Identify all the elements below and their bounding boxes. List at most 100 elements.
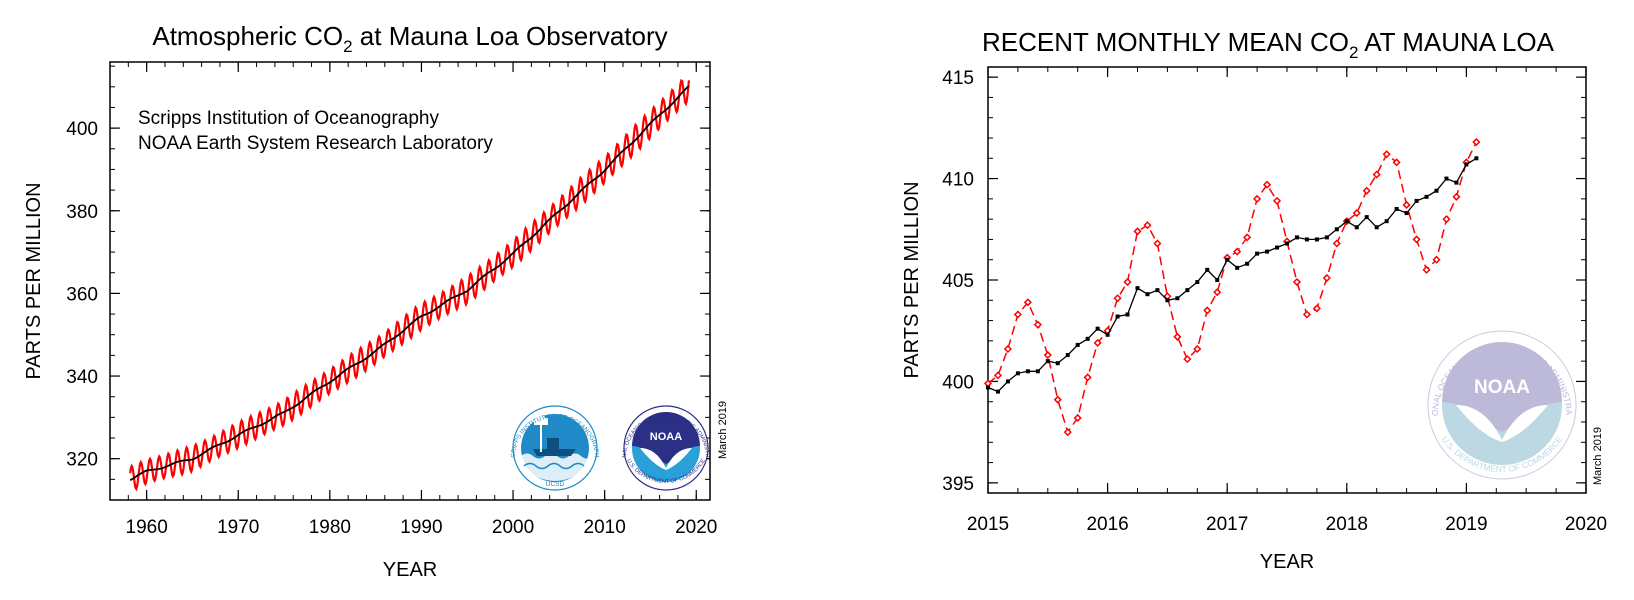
data-point-monthly	[993, 371, 1003, 380]
data-point-monthly	[1432, 255, 1441, 264]
data-point-trend	[1344, 219, 1349, 224]
data-point-monthly	[1292, 277, 1302, 287]
x-tick-label: 2017	[1206, 514, 1248, 535]
data-point-trend	[1115, 314, 1120, 319]
data-point-monthly	[1203, 306, 1212, 315]
data-point-monthly	[1272, 196, 1282, 205]
series-line-monthly	[987, 141, 1478, 434]
left-date-stamp: March 2019	[717, 401, 729, 459]
data-point-trend	[995, 389, 1000, 394]
data-point-trend	[986, 385, 990, 390]
data-point-monthly	[1233, 247, 1242, 256]
data-point-trend	[1205, 267, 1210, 272]
svg-text:SCRIPPS INSTITUTION OF OCEANOG: SCRIPPS INSTITUTION OF OCEANOGRAPHY	[0, 0, 600, 458]
data-point-monthly	[1213, 288, 1222, 297]
data-point-trend	[1065, 353, 1070, 358]
data-point-monthly	[1402, 200, 1411, 210]
source-line-1: Scripps Institution of Oceanography	[138, 108, 440, 129]
data-point-monthly	[1352, 208, 1361, 218]
data-point-monthly	[1063, 428, 1072, 437]
data-point-trend	[1125, 312, 1130, 317]
data-point-monthly	[1013, 310, 1022, 319]
data-point-trend	[1275, 245, 1280, 250]
data-point-monthly	[1173, 332, 1182, 341]
data-point-monthly	[1083, 373, 1092, 382]
data-point-monthly	[1392, 158, 1401, 167]
data-point-trend	[1414, 198, 1419, 203]
series-line-monthly	[129, 78, 690, 492]
data-point-trend	[1334, 227, 1339, 232]
data-point-monthly	[1302, 310, 1311, 319]
data-point-trend	[1255, 251, 1260, 256]
data-point-trend	[1314, 237, 1319, 242]
data-point-trend	[1304, 237, 1309, 242]
left-chart: Atmospheric CO2 at Mauna Loa Observatory…	[0, 0, 729, 581]
data-point-trend	[1235, 265, 1240, 270]
data-point-monthly	[1033, 320, 1042, 329]
y-tick-label: 410	[942, 170, 974, 191]
data-point-trend	[1474, 156, 1479, 161]
x-tick-label: 2020	[1565, 514, 1607, 535]
noaa-faded-wordmark: NOAA	[1474, 377, 1530, 398]
data-point-monthly	[1322, 273, 1331, 283]
data-point-trend	[1045, 359, 1050, 364]
scripps-ucsd-logo: SCRIPPS INSTITUTION OF OCEANOGRAPHY UCSD	[0, 0, 600, 491]
data-point-trend	[1434, 188, 1439, 193]
data-point-monthly	[1073, 413, 1082, 423]
data-point-trend	[1225, 257, 1230, 262]
data-point-trend	[1384, 219, 1389, 224]
data-point-monthly	[1093, 338, 1102, 347]
x-tick-label: 2016	[1086, 514, 1128, 535]
y-tick-label: 405	[942, 271, 974, 292]
left-x-axis-label: YEAR	[383, 559, 437, 581]
svg-text:NATIONAL OCEANIC AND ATMOSPHER: NATIONAL OCEANIC AND ATMOSPHERIC ADMINIS…	[0, 0, 710, 458]
data-point-trend	[1055, 361, 1060, 366]
data-point-monthly	[1193, 344, 1202, 354]
data-point-monthly	[1123, 277, 1132, 287]
x-tick-label: 1960	[126, 517, 168, 538]
data-point-monthly	[1003, 344, 1012, 354]
data-point-trend	[1165, 298, 1170, 303]
data-point-trend	[1364, 215, 1369, 220]
left-plot-area	[129, 78, 690, 492]
right-axis-ticks: 2015 2016 2017 2018 2019 2020 395 400 405 410 415	[942, 67, 1607, 535]
data-point-monthly	[1053, 395, 1062, 404]
data-point-monthly	[1043, 350, 1052, 360]
data-point-trend	[1324, 235, 1329, 240]
data-point-trend	[1085, 336, 1090, 341]
right-date-stamp: March 2019	[1592, 427, 1604, 485]
y-tick-label: 395	[942, 474, 974, 495]
x-tick-label: 1980	[309, 517, 351, 538]
y-tick-label: 400	[66, 119, 98, 140]
right-plot-area	[983, 137, 1481, 437]
x-tick-label: 1990	[400, 517, 442, 538]
noaa-faded-logo: NOAA NATIONAL OCEANIC AND ATMOSPHERIC AD…	[0, 0, 1577, 480]
data-point-monthly	[1382, 150, 1391, 159]
data-point-monthly	[1372, 170, 1381, 179]
series-line-trend	[129, 85, 690, 482]
x-tick-label: 2020	[675, 517, 717, 538]
data-point-trend	[1374, 225, 1379, 230]
data-point-monthly	[1153, 239, 1162, 248]
data-point-trend	[1025, 369, 1030, 374]
left-plot-frame	[109, 61, 711, 501]
right-x-axis-label: YEAR	[1260, 551, 1314, 573]
source-line-2: NOAA Earth System Research Laboratory	[138, 133, 493, 154]
svg-text:UCSD: UCSD	[546, 481, 565, 488]
data-point-trend	[1444, 176, 1449, 181]
left-chart-title: Atmospheric CO2 at Mauna Loa Observatory	[152, 21, 667, 56]
data-point-trend	[1005, 379, 1010, 384]
data-point-monthly	[1362, 186, 1371, 195]
x-tick-label: 2015	[967, 514, 1009, 535]
data-point-monthly	[1452, 192, 1461, 201]
y-tick-label: 400	[942, 372, 974, 393]
x-tick-label: 2000	[492, 517, 534, 538]
y-tick-label: 340	[66, 367, 98, 388]
data-point-trend	[1175, 296, 1180, 301]
right-chart-title: RECENT MONTHLY MEAN CO2 AT MAUNA LOA	[982, 27, 1555, 62]
data-point-trend	[1265, 249, 1270, 254]
data-point-monthly	[1243, 233, 1252, 242]
left-axis-ticks: 1960 1970 1980 1990 2000 2010 2020 320 340 360 380…	[66, 62, 717, 538]
data-point-monthly	[1412, 235, 1421, 244]
